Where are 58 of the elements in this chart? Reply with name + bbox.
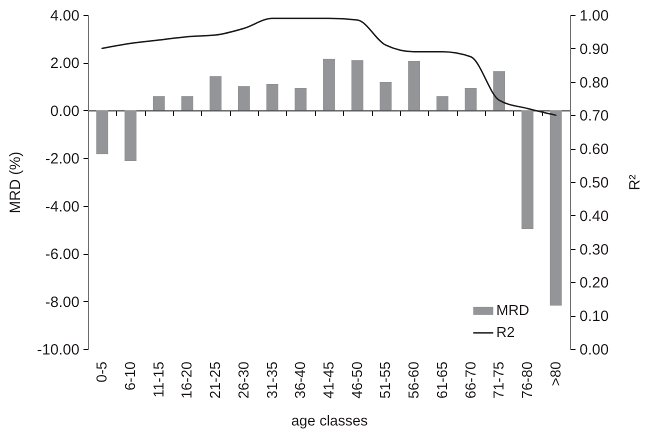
x-tick-label: >80: [548, 362, 564, 386]
y-tick-label: -4.00: [45, 198, 80, 216]
y-tick-label: 2.00: [50, 55, 80, 72]
y-tick-label: -10.00: [36, 342, 80, 358]
bar: [294, 88, 307, 110]
bar: [522, 110, 534, 229]
x-tick-label: 6-10: [123, 362, 140, 391]
x-tick-label: 76-80: [520, 362, 536, 399]
bar: [550, 110, 562, 306]
bar: [266, 84, 278, 110]
y2-tick-label: 0.50: [580, 174, 609, 192]
legend-label: MRD: [496, 302, 530, 319]
x-tick-label: 21-25: [208, 362, 224, 399]
x-tick-label: 71-75: [492, 362, 508, 399]
x-tick-label: 66-70: [463, 362, 480, 399]
y2-tick-label: 1.00: [580, 8, 609, 24]
y2-tick-label: 0.30: [580, 241, 609, 258]
bar: [464, 88, 477, 110]
y2-tick-label: 0.20: [580, 274, 609, 292]
bar: [152, 96, 165, 110]
y-axis-title: MRD (%): [6, 152, 24, 214]
bar: [408, 61, 420, 110]
x-tick-label: 11-15: [151, 362, 168, 398]
y2-tick-label: 0.10: [580, 308, 609, 326]
x-tick-label: 41-45: [322, 362, 338, 399]
bar: [380, 82, 392, 110]
legend-label: R2: [496, 324, 515, 341]
y2-tick-label: 0.90: [580, 40, 609, 58]
x-tick-label: 56-60: [406, 362, 423, 399]
bar: [436, 96, 448, 110]
y-tick-label: -6.00: [45, 246, 80, 264]
y-tick-label: 4.00: [50, 8, 80, 24]
y2-axis-title: R²: [626, 174, 644, 190]
y2-tick-label: 0.60: [580, 141, 609, 158]
y-tick-label: -2.00: [45, 150, 80, 168]
y2-tick-label: 0.40: [580, 208, 609, 225]
bar: [96, 110, 108, 154]
bar: [124, 110, 136, 162]
bar: [238, 86, 250, 110]
x-tick-label: 36-40: [293, 362, 310, 399]
y-tick-label: 0.00: [50, 102, 80, 120]
y2-tick-label: 0.70: [580, 108, 609, 125]
x-tick-label: 46-50: [350, 362, 366, 399]
x-tick-label: 61-65: [434, 362, 451, 399]
bar: [351, 60, 364, 110]
x-tick-label: 0-5: [94, 362, 111, 382]
bar: [210, 76, 222, 110]
x-tick-label: 31-35: [264, 362, 281, 399]
bar: [493, 71, 506, 110]
y2-tick-label: 0.00: [580, 342, 609, 358]
x-axis-title: age classes: [291, 414, 368, 430]
x-tick-label: 26-30: [236, 362, 252, 399]
y-tick-label: -8.00: [45, 294, 80, 311]
x-tick-label: 16-20: [180, 362, 196, 399]
bar: [181, 96, 194, 110]
x-tick-label: 51-55: [378, 362, 394, 399]
bar: [323, 58, 335, 110]
y2-tick-label: 0.80: [580, 74, 609, 92]
